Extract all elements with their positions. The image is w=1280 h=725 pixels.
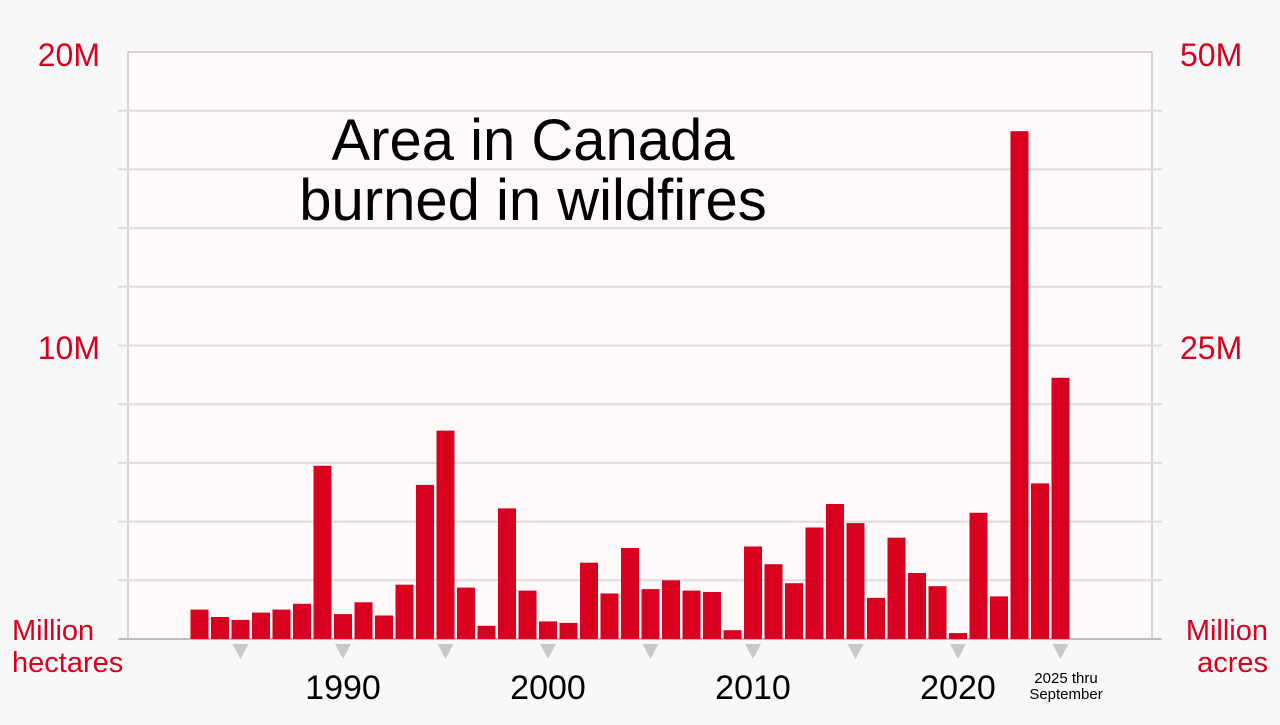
bar-1999	[518, 590, 537, 639]
bar-2002	[580, 562, 598, 639]
bar-2014	[826, 504, 844, 639]
bar-2020	[949, 633, 967, 639]
left-unit-label-line1: Million	[12, 615, 94, 647]
bar-1993	[395, 584, 414, 639]
bar-2025	[1051, 377, 1070, 639]
x-tick-marker-2005	[642, 644, 659, 659]
x-tick-marker-2000	[540, 644, 556, 659]
bar-1992	[375, 615, 393, 639]
bar-2023	[1010, 131, 1029, 639]
x-tick-label-1990: 1990	[305, 669, 381, 707]
bar-1989	[313, 465, 332, 639]
x-tick-marker-1995	[437, 644, 454, 659]
x-tick-marker-2010	[745, 644, 761, 659]
right-unit-label-line1: Million	[1186, 615, 1268, 647]
bar-1990	[334, 614, 352, 639]
left-axis-tick-top: 20M	[38, 37, 100, 73]
bar-2016	[867, 597, 885, 639]
gridlines	[118, 109, 1162, 640]
bar-2008	[703, 592, 721, 639]
x-tick-marker-2015	[847, 644, 864, 659]
last-bar-note-line1: 2025 thru	[1034, 670, 1097, 687]
bar-2004	[621, 548, 639, 639]
x-tick-label-2000: 2000	[510, 669, 586, 707]
bar-2005	[641, 589, 660, 639]
bar-2024	[1031, 483, 1049, 639]
x-tick-marker-1985	[232, 644, 249, 659]
bar-2000	[539, 621, 557, 639]
right-axis-tick-mid: 25M	[1180, 330, 1242, 366]
bar-1986	[252, 612, 270, 639]
x-tick-label-2010: 2010	[715, 669, 791, 707]
chart-title-line2: burned in wildfires	[299, 168, 766, 233]
bar-1994	[416, 484, 434, 639]
bar-2021	[969, 512, 988, 639]
x-tick-marker-1990	[335, 644, 351, 659]
bar-2018	[908, 573, 926, 639]
bar-1995	[436, 430, 455, 639]
bar-2001	[559, 622, 578, 639]
bar-2007	[682, 590, 701, 639]
bar-1985	[231, 619, 250, 639]
bar-1991	[354, 602, 373, 639]
bar-2011	[764, 564, 783, 639]
right-axis-tick-top: 50M	[1180, 37, 1242, 73]
x-tick-markers	[232, 644, 1069, 659]
left-unit-label-line2: hectares	[12, 647, 123, 679]
x-tick-labels: 1990 2000 2010 2020	[305, 669, 996, 707]
x-tick-marker-2025	[1052, 644, 1069, 659]
bar-2006	[662, 580, 680, 639]
bar-2010	[744, 546, 762, 639]
bar-2017	[887, 537, 906, 639]
left-axis-tick-mid: 10M	[38, 330, 100, 366]
bar-1988	[293, 603, 311, 639]
bar-1998	[498, 508, 516, 639]
bar-1983	[190, 609, 209, 639]
x-tick-marker-2020	[950, 644, 966, 659]
x-tick-label-2020: 2020	[920, 669, 996, 707]
bar-1997	[477, 625, 496, 639]
chart-title-line1: Area in Canada	[331, 108, 735, 173]
bar-2012	[785, 583, 803, 639]
bar-2015	[846, 523, 865, 639]
bar-2022	[990, 596, 1008, 639]
right-unit-label-line2: acres	[1197, 647, 1268, 679]
bar-2013	[805, 527, 824, 639]
last-bar-note-line2: September	[1029, 686, 1102, 703]
bar-2019	[928, 586, 947, 639]
bar-1984	[211, 617, 229, 639]
bar-1987	[272, 609, 291, 639]
bar-2003	[600, 593, 619, 639]
bars	[190, 131, 1070, 639]
bar-1996	[457, 587, 475, 639]
bar-2009	[723, 630, 742, 639]
